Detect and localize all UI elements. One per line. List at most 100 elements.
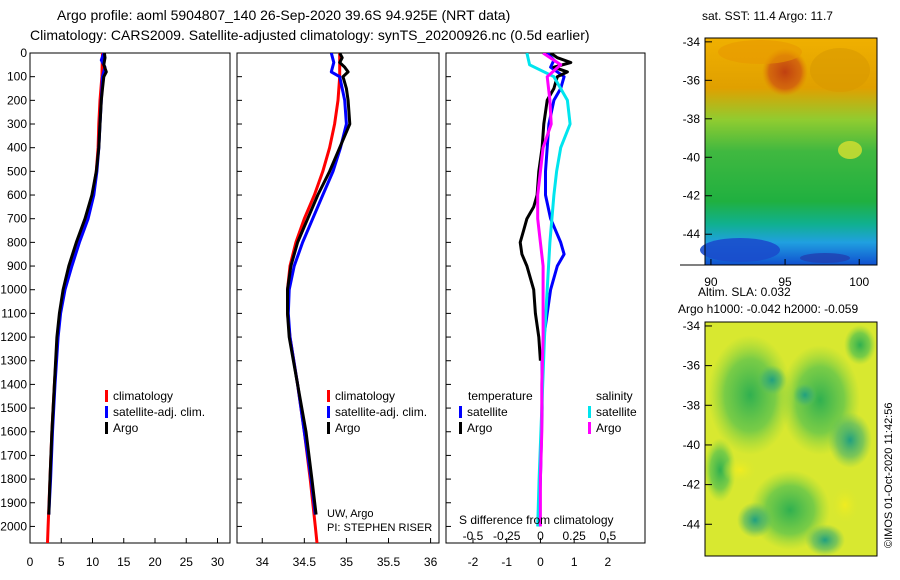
x-tick-label: 10 <box>86 555 100 569</box>
sla-patch <box>708 335 792 455</box>
map-y-tick-label: -34 <box>683 319 701 333</box>
x-tick-label: -2 <box>468 555 479 569</box>
x-tick-label: 5 <box>58 555 65 569</box>
sla-patch <box>793 383 817 407</box>
y-tick-label: 1300 <box>0 354 27 368</box>
x-tick-label: 35 <box>340 555 354 569</box>
map-y-tick-label: -40 <box>683 438 701 452</box>
legend-satellite-adj: satellite-adj. clim. <box>113 405 205 419</box>
legend-climatology: climatology <box>335 389 395 403</box>
legend-argo-swatch <box>327 422 330 434</box>
map-axes: -34 -36 -38 -40 -42 -44 90 95 100 -34 -36 -38 -40 -42… <box>683 35 870 531</box>
credit-uw-argo: UW, Argo <box>327 508 373 520</box>
salinity-tick-label: 0.25 <box>562 529 586 543</box>
legend-sal-argo-swatch <box>588 422 591 434</box>
sst-map-title: sat. SST: 11.4 Argo: 11.7 <box>702 9 833 23</box>
x-tick-label: 0 <box>537 555 544 569</box>
legend-temperature-title: temperature <box>468 389 533 403</box>
series-climatology <box>286 53 342 543</box>
salinity-tick-label: -0.25 <box>493 529 521 543</box>
y-tick-label: 1400 <box>0 377 27 391</box>
sla-patch <box>828 412 872 468</box>
y-tick-label: 100 <box>7 70 27 84</box>
temperature-legend: climatology satellite-adj. clim. Argo <box>105 389 205 435</box>
y-tick-label: 800 <box>7 235 27 249</box>
legend-temp-satellite-swatch <box>459 406 462 418</box>
salinity-tick-label: 0.5 <box>600 529 617 543</box>
y-tick-label: 2000 <box>0 519 27 533</box>
map-y-tick-label: -36 <box>683 73 701 87</box>
sst-yellow-patch <box>838 141 862 159</box>
temperature-series <box>46 53 108 543</box>
sla-map: Altim. SLA: 0.032 Argo h1000: -0.042 h20… <box>678 285 878 557</box>
map-x-tick-label: 90 <box>704 275 718 289</box>
salinity-panel-frame <box>236 52 440 544</box>
x-tick-label: 15 <box>117 555 131 569</box>
sla-patch <box>737 502 773 538</box>
legend-sal-argo: Argo <box>596 421 622 435</box>
map-y-tick-label: -40 <box>683 150 701 164</box>
sla-patch <box>704 438 736 502</box>
legend-temp-argo-swatch <box>459 422 462 434</box>
profile-axes: 0100200300400500600700800900100011001200… <box>0 46 616 569</box>
y-tick-label: 1100 <box>1 306 27 320</box>
header-line-2: Climatology: CARS2009. Satellite-adjuste… <box>30 27 590 43</box>
header-line-1: Argo profile: aoml 5904807_140 26-Sep-20… <box>57 7 510 23</box>
y-tick-label: 0 <box>20 46 27 60</box>
sla-patch <box>757 365 787 395</box>
y-tick-label: 1200 <box>0 330 27 344</box>
legend-satellite-adj: satellite-adj. clim. <box>335 405 427 419</box>
map-y-tick-label: -42 <box>683 189 701 203</box>
series-salinity-argo <box>536 53 563 527</box>
y-tick-label: 700 <box>7 212 27 226</box>
difference-series <box>518 53 573 527</box>
legend-argo: Argo <box>335 421 361 435</box>
y-tick-label: 1500 <box>0 401 27 415</box>
sla-patch <box>830 485 860 525</box>
legend-climatology: climatology <box>113 389 173 403</box>
salinity-tick-label: -0.5 <box>463 529 484 543</box>
sst-warm-band <box>718 40 802 64</box>
map-y-tick-label: -38 <box>683 398 701 412</box>
y-tick-label: 1000 <box>0 283 27 297</box>
map-y-tick-label: -44 <box>683 227 701 241</box>
y-tick-label: 200 <box>7 93 27 107</box>
x-tick-label: 36 <box>424 555 438 569</box>
y-tick-label: 900 <box>7 259 27 273</box>
sla-patch <box>805 524 845 556</box>
y-tick-label: 1600 <box>0 425 27 439</box>
x-tick-label: 34.5 <box>293 555 317 569</box>
legend-climatology-swatch <box>105 390 108 402</box>
sla-patch <box>844 325 876 365</box>
legend-temp-satellite: satellite <box>467 405 508 419</box>
legend-sal-satellite-swatch <box>588 406 591 418</box>
sst-orange-patch <box>810 48 870 92</box>
y-tick-label: 1900 <box>0 496 27 510</box>
salinity-series <box>286 53 352 543</box>
y-tick-label: 400 <box>7 141 27 155</box>
sla-map-title: Altim. SLA: 0.032 <box>698 285 791 299</box>
y-tick-label: 600 <box>7 188 27 202</box>
imos-credit: ©IMOS 01-Oct-2020 11:42:56 <box>883 403 895 548</box>
map-x-tick-label: 95 <box>778 275 792 289</box>
series-satellite-adj-clim- <box>47 53 107 515</box>
sst-cold-patch <box>700 238 780 262</box>
x-tick-label: 2 <box>605 555 612 569</box>
x-tick-label: 0 <box>27 555 34 569</box>
difference-xlabel: S difference from climatology <box>459 513 614 527</box>
x-tick-label: 35.5 <box>377 555 401 569</box>
y-tick-label: 300 <box>7 117 27 131</box>
legend-satellite-swatch <box>105 406 108 418</box>
sst-cold-patch-2 <box>800 253 850 263</box>
series-argo <box>47 53 108 515</box>
x-tick-label: -1 <box>501 555 512 569</box>
difference-legend: temperature satellite Argo salinity sate… <box>459 389 637 527</box>
legend-argo: Argo <box>113 421 139 435</box>
map-y-tick-label: -36 <box>683 359 701 373</box>
map-y-tick-label: -44 <box>683 517 701 531</box>
salinity-tick-label: 0 <box>537 529 544 543</box>
series-climatology <box>46 53 104 543</box>
sst-map: sat. SST: 11.4 Argo: 11.7 <box>680 9 878 266</box>
legend-satellite-swatch <box>327 406 330 418</box>
